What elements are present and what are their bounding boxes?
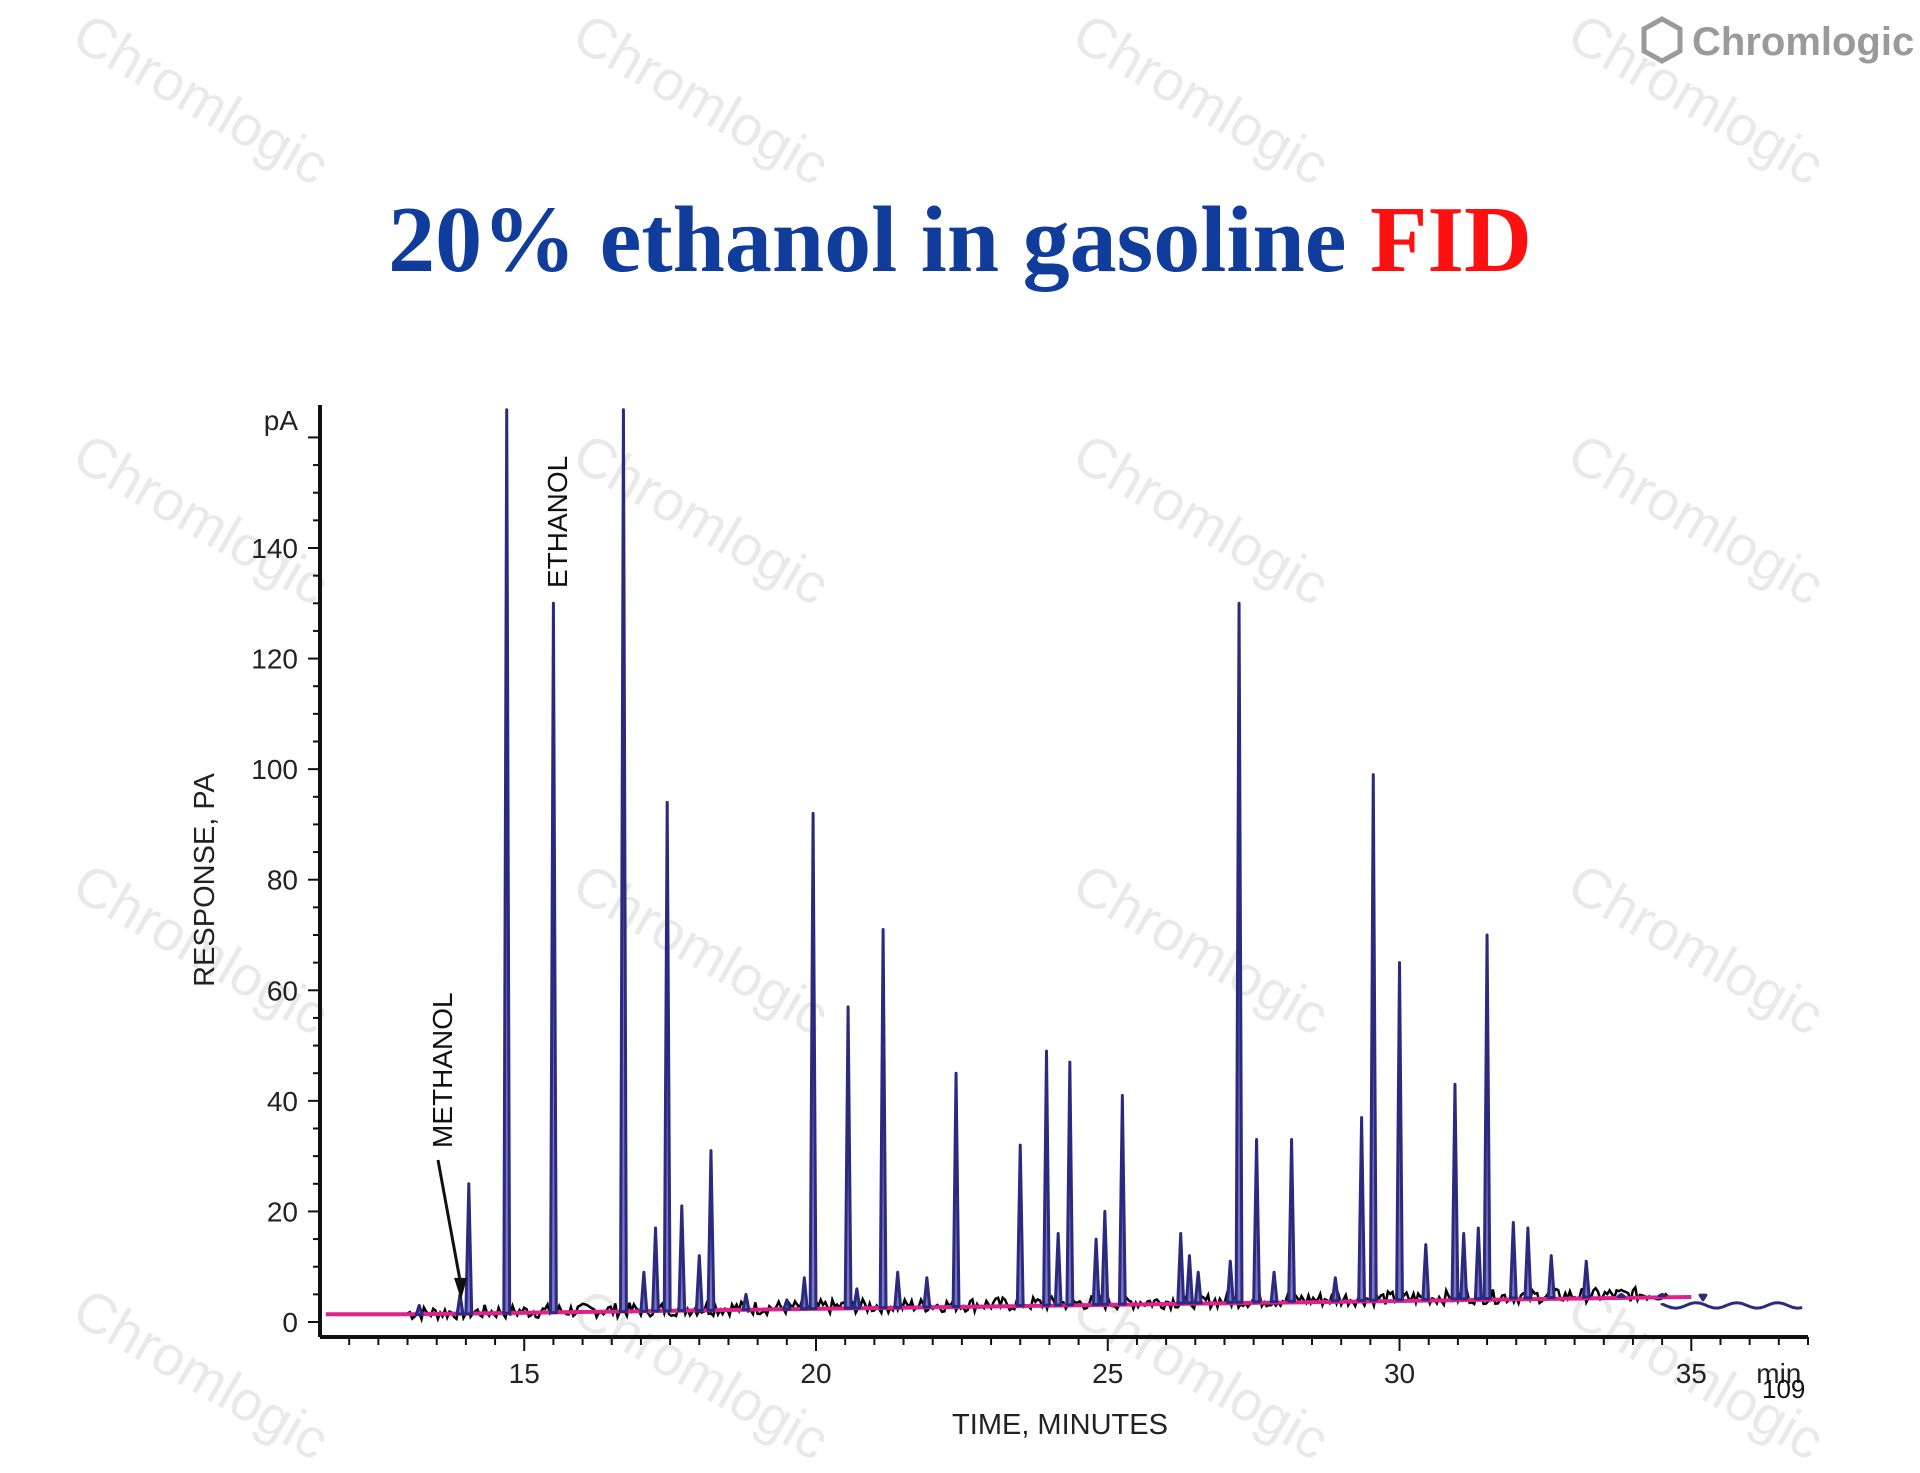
chromatogram-peak [1053,1232,1063,1307]
chromatogram-peak [922,1276,932,1309]
chromatogram-peak [619,408,628,1314]
chromatogram-peak [1015,1143,1025,1308]
chromatogram-peak [808,811,818,1311]
y-tick-label: 60 [267,975,298,1006]
y-tick-label: 80 [267,865,298,896]
title-highlight: FID [1370,188,1532,292]
chromatogram-peak [1421,1243,1431,1301]
slide-title: 20% ethanol in gasoline FID [0,186,1920,294]
chromatogram-peak [893,1270,903,1309]
chromatogram-peak [694,1254,704,1312]
chromatogram-peak [1225,1259,1235,1304]
chromatogram-peak [1252,1138,1261,1304]
hexagon-icon [1640,16,1684,69]
chromatogram-peak [1581,1259,1591,1299]
chromatogram-peak [414,1303,424,1317]
chromatogram-peak [1657,1292,1667,1298]
x-tick-label: 20 [800,1358,831,1389]
chromatogram-peak [1523,1226,1533,1300]
chromatogram-peak [1287,1138,1296,1303]
chromatogram-peak [878,927,888,1310]
y-tick-label: 120 [251,644,298,675]
methanol-arrowhead [454,1277,468,1300]
y-axis-title: RESPONSE, PA [189,772,221,986]
methanol-arrow [436,1159,463,1287]
logo-text: Chromlogic [1692,20,1915,64]
chromatogram-peak [1185,1254,1194,1305]
chromatogram-peak [1368,773,1378,1302]
chromatogram-peak [1234,601,1244,1304]
chromatogram-peak [1091,1237,1101,1306]
chromatogram-peak [639,1270,649,1313]
baseline-trace [325,1295,1692,1317]
logo: Chromlogic [1640,16,1914,69]
x-axis-title: TIME, MINUTES [952,1409,1168,1440]
chromatogram-peak [548,601,558,1315]
page-number: 109 [1762,1374,1806,1404]
chromatogram-peak [1450,1082,1460,1301]
chromatogram-peak [1482,933,1492,1300]
y-tick-label: 100 [251,754,298,785]
chromatogram-peak [1100,1209,1110,1306]
chromatogram-peak [662,800,672,1313]
title-main: 20% ethanol in gasoline [388,188,1347,292]
chromatogram-peak [843,1005,853,1310]
tail-trace [1660,1301,1803,1310]
chromatogram-chart: 0 20 40 60 80 100 120 140 15 20 25 30 35 pA min TIME, M… [189,405,1809,1440]
chromatogram-peak [1065,1060,1075,1307]
chromatogram-peak [1117,1093,1127,1306]
chromatogram-peak [1269,1270,1279,1304]
y-tick-label: 140 [251,533,298,564]
chromatogram-peak [852,1287,862,1310]
x-tick-label: 30 [1384,1358,1415,1389]
chromatogram-peak [1698,1293,1708,1302]
y-tick-label: 40 [267,1086,298,1117]
x-tick-label: 35 [1676,1358,1707,1389]
chromatogram-peak [706,1149,716,1312]
chromatogram-peak [1616,1292,1626,1298]
chromatogram-peak [782,1298,792,1311]
y-tick-label: 20 [267,1196,298,1227]
chromatogram-peak [1330,1276,1340,1303]
chromatogram-peak [1193,1270,1203,1305]
chromatogram-peak [651,1226,660,1313]
chromatogram-peak [1042,1049,1051,1307]
chromatogram-peak [1357,1115,1367,1302]
methanol-label: METHANOL [427,992,458,1148]
x-tick-label: 15 [509,1358,540,1389]
ethanol-label: ETHANOL [542,456,573,588]
chromatogram-peak [1459,1232,1469,1301]
chromatogram-peak [951,1071,961,1308]
chromatogram-peak [502,408,512,1315]
chromatogram-peak [1473,1226,1483,1301]
chromatogram-peak [677,1204,687,1313]
chromatogram-peak [464,1182,474,1316]
chromatogram-peak [1546,1254,1556,1299]
x-tick-label: 25 [1092,1358,1123,1389]
chromatogram-peak [799,1276,809,1311]
y-tick-label: 0 [282,1307,298,1338]
x-unit-label: min [1756,1358,1801,1389]
chromatogram-peak [1395,961,1404,1302]
chromatogram-peak [741,1292,751,1312]
y-unit-label: pA [264,405,299,436]
chromatogram-peak [455,1292,465,1316]
chromatogram-peak [1508,1220,1518,1300]
chromatogram-peak [1176,1232,1186,1305]
